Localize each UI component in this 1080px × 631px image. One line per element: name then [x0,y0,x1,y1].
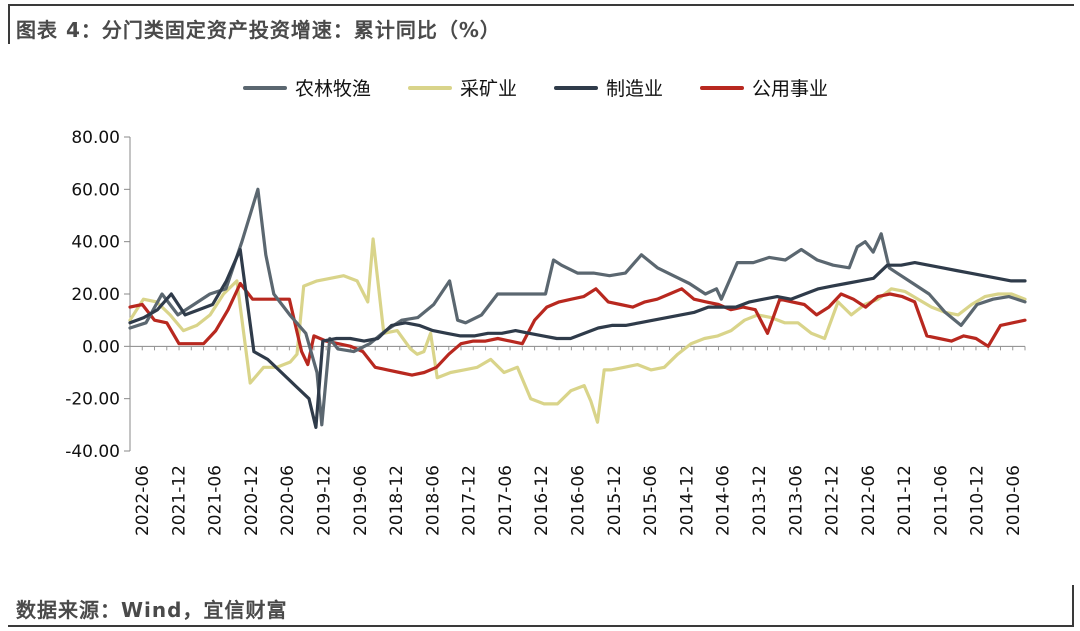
x-tick-label: 2021-12 [169,465,189,536]
x-tick-label: 2011-12 [895,465,915,536]
x-tick-label: 2013-12 [750,465,770,536]
x-tick-label: 2014-06 [714,465,734,536]
title-bar: 图表 4：分门类固定资产投资增速：累计同比（%） [0,0,1080,46]
x-tick-label: 2021-06 [206,465,226,536]
x-tick-label: 2018-06 [423,465,443,536]
x-tick-label: 2020-12 [242,465,262,536]
y-tick-label: 80.00 [71,128,120,148]
chart-title: 图表 4：分门类固定资产投资增速：累计同比（%） [16,18,501,42]
legend-label: 制造业 [606,78,663,100]
source-right-border [1072,585,1074,627]
series-line-0 [128,187,1027,427]
x-tick-label: 2022-06 [133,465,153,536]
legend-label: 采矿业 [460,78,517,100]
line-chart: 农林牧渔 采矿业 制造业 公用事业 80.00 60.00 40.00 20.00 0.00 -… [65,78,1027,536]
x-tick-label: 2010-06 [1004,465,1024,536]
x-tick-label: 2010-12 [968,465,988,536]
x-tick-label: 2012-06 [859,465,879,536]
series-line-2 [128,247,1027,429]
title-top-border [8,4,1074,6]
y-tick-label: 0.00 [82,337,120,357]
legend-label: 公用事业 [752,78,828,100]
x-tick-label: 2017-06 [496,465,516,536]
legend: 农林牧渔 采矿业 制造业 公用事业 [243,78,828,100]
x-tick-label: 2019-06 [351,465,371,536]
y-axis: 80.00 60.00 40.00 20.00 0.00 -20.00 -40.00 [65,128,131,462]
source-note: 数据来源：Wind，宜信财富 [16,598,288,622]
x-tick-label: 2014-12 [677,465,697,536]
series-line-3 [128,281,1027,377]
x-tick-label: 2016-06 [569,465,589,536]
x-tick-label: 2012-12 [823,465,843,536]
x-tick-label: 2013-06 [786,465,806,536]
x-axis: 2022-06 2021-12 2021-06 2020-12 2020-06 2019-… [129,345,1026,536]
y-tick-label: 20.00 [71,285,120,305]
title-left-border [8,4,10,44]
y-tick-label: 60.00 [71,180,120,200]
x-tick-label: 2019-12 [314,465,334,536]
x-tick-label: 2015-06 [641,465,661,536]
x-tick-label: 2018-12 [387,465,407,536]
x-tick-label: 2020-06 [278,465,298,536]
y-tick-label: 40.00 [71,233,120,253]
x-tick-label: 2015-12 [605,465,625,536]
x-tick-label: 2011-06 [931,465,951,536]
source-bottom-border [8,625,1074,627]
x-tick-label: 2017-12 [460,465,480,536]
y-tick-label: -20.00 [65,390,120,410]
series-layer [128,187,1027,429]
legend-label: 农林牧渔 [295,78,371,100]
y-tick-label: -40.00 [65,442,120,462]
source-bar: 数据来源：Wind，宜信财富 [0,585,1080,631]
x-tick-label: 2016-12 [532,465,552,536]
